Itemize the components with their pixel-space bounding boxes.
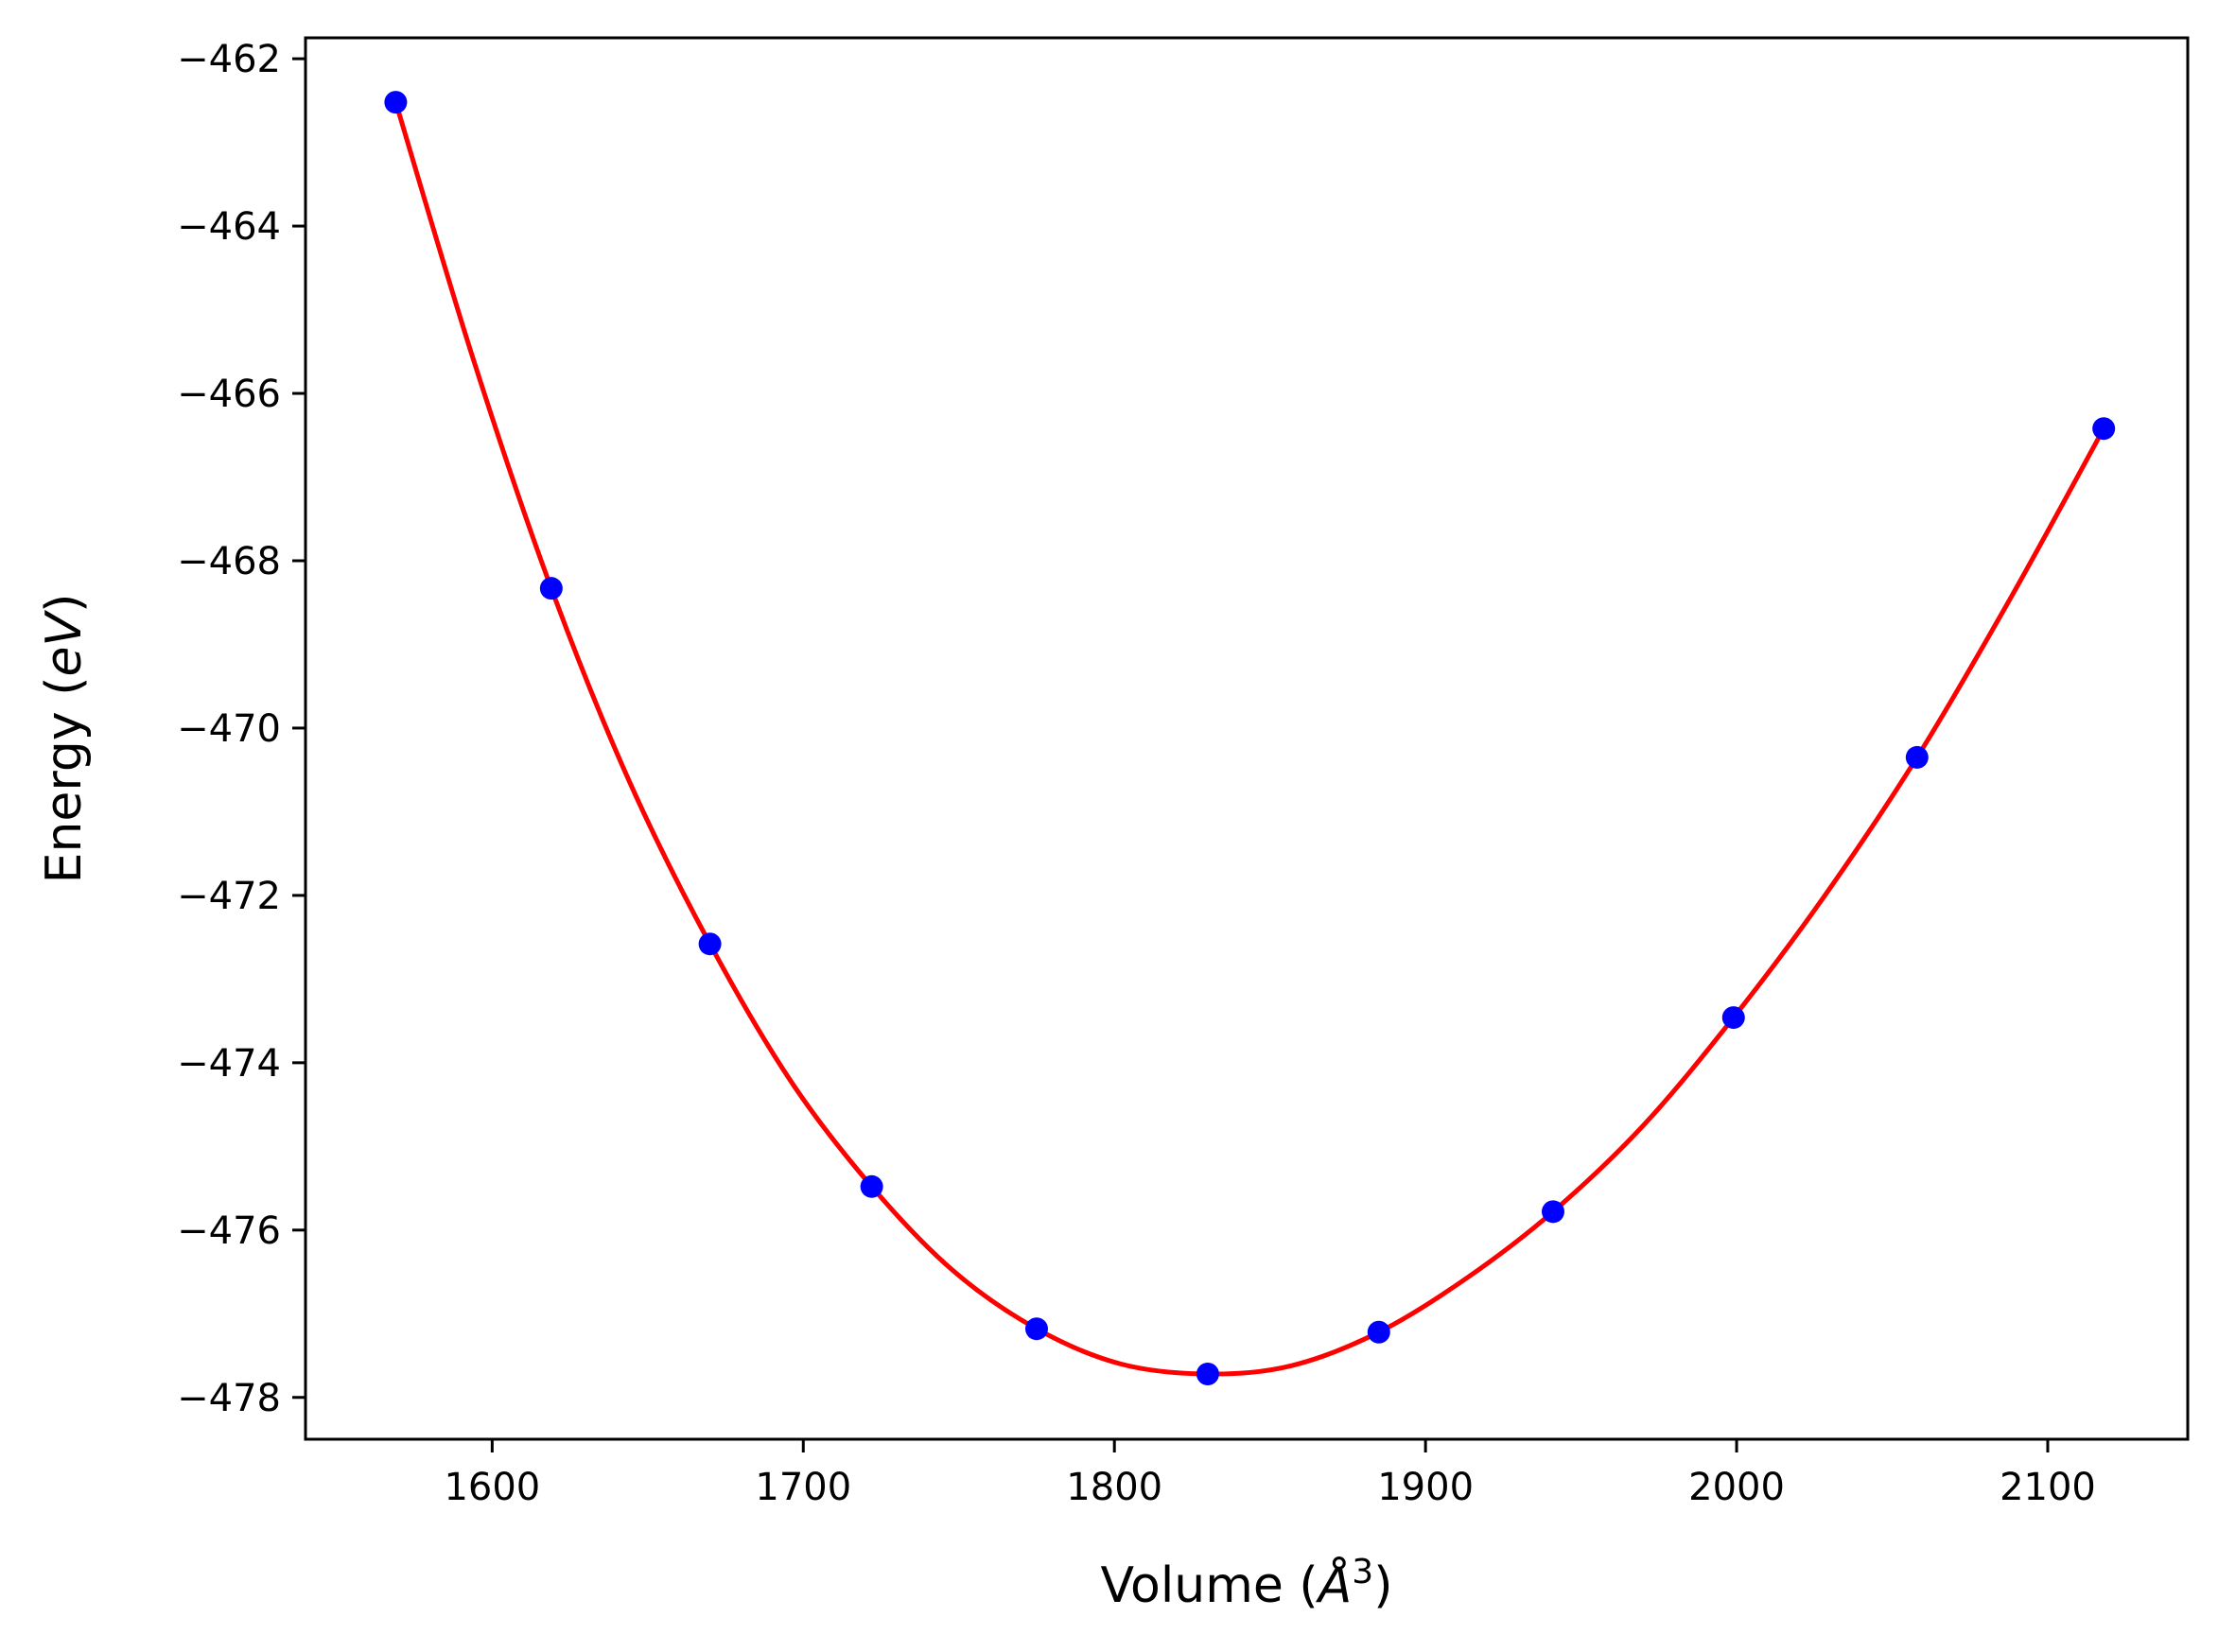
x-axis-label: Volume (Å3) <box>1101 1553 1393 1614</box>
y-tick-label: −478 <box>177 1377 281 1420</box>
fit-curve-layer <box>393 101 2106 1377</box>
data-point <box>384 91 408 114</box>
data-point <box>1196 1362 1219 1385</box>
data-point <box>1367 1320 1390 1344</box>
data-point <box>539 577 563 600</box>
y-tick-label: −474 <box>177 1042 281 1086</box>
plot-frame <box>304 36 2190 1441</box>
x-tick-label: 1700 <box>755 1466 851 1509</box>
data-point <box>2092 417 2116 441</box>
y-tick-label: −468 <box>177 540 281 583</box>
x-axis-ticks: 1600 1700 1800 1900 2000 2100 <box>444 1439 2096 1509</box>
data-point <box>1541 1200 1564 1224</box>
data-point <box>1721 1006 1745 1030</box>
data-point <box>860 1174 883 1198</box>
y-tick-label: −472 <box>177 875 281 918</box>
y-tick-label: −466 <box>177 373 281 416</box>
x-tick-label: 1600 <box>444 1466 540 1509</box>
x-tick-label: 1800 <box>1066 1466 1162 1509</box>
plot-background <box>306 38 2188 1439</box>
y-tick-label: −470 <box>177 707 281 751</box>
x-tick-label: 2100 <box>2000 1466 2096 1509</box>
y-tick-label: −462 <box>177 38 281 81</box>
x-tick-label: 2000 <box>1688 1466 1785 1509</box>
fit-curve-line <box>393 101 2106 1377</box>
data-point <box>1905 745 1929 769</box>
data-point <box>698 932 722 956</box>
y-tick-label: −464 <box>177 205 281 249</box>
y-axis-ticks: −462 −464 −466 −468 −470 −472 −474 −476 −478 <box>177 38 306 1420</box>
x-tick-label: 1900 <box>1377 1466 1474 1509</box>
y-axis-label: Energy (eV) <box>36 594 93 884</box>
data-point <box>1024 1317 1048 1341</box>
data-points-layer <box>384 91 2116 1385</box>
y-tick-label: −476 <box>177 1209 281 1253</box>
